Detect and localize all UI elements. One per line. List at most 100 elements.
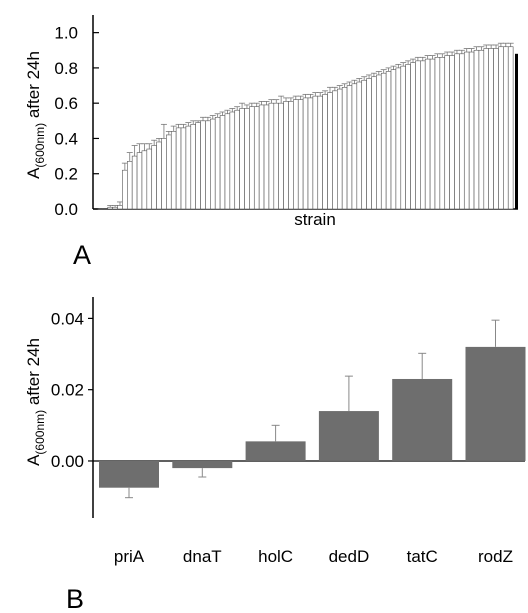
panel-a-bar [415,60,421,210]
panel-a-bar [224,113,231,210]
panel-a-bar [190,124,196,210]
panel-a-bar [258,104,265,210]
panel-a-bar [322,94,328,210]
panel-a-bar [493,48,499,210]
panel-a-bar [195,122,201,210]
panel-b-bar [318,411,379,461]
panel-a-bar [507,46,514,210]
panel-a-bar [200,120,206,210]
panel-a-bar [131,155,138,210]
panel-b-category-label: tatC [407,547,438,566]
panel-b-bar [465,346,526,461]
panel-a-bar [483,48,489,210]
panel-a-bar [307,97,314,210]
panel-a-bar [283,101,289,210]
panel-a-chart: 0.0 0.2 0.4 0.6 0.8 1.0 strain A(600nm) after… [24,15,518,270]
panel-b-category-label: holC [258,547,293,566]
panel-a-bar [371,76,377,210]
panel-a-y-tick-label: 0.4 [54,129,78,148]
panel-a-bar [420,60,426,210]
panel-a-x-label: strain [294,210,336,229]
panel-a-bar [503,46,509,210]
panel-a-bar [395,67,402,210]
panel-a-bar [444,55,450,210]
panel-a-bar [141,150,148,210]
panel-b-bar [172,460,233,469]
panel-b-y-label: A(600nm) after 24h [24,338,47,466]
panel-a-bar [317,95,323,210]
panel-a-bar [312,95,319,210]
panel-a-bar [273,102,279,210]
panel-a-bar [249,106,255,210]
panel-a-bar [136,152,143,210]
panel-a-bar [302,97,309,210]
panel-a-bar [468,51,475,210]
panel-a-bar [478,49,485,210]
panel-b-y-tick-label: 0.00 [51,452,84,471]
panel-a-bar [376,74,382,210]
panel-a-y-label: A(600nm) after 24h [24,51,47,179]
panel-b-bar [245,441,306,461]
panel-a-bar [463,51,470,210]
panel-b-label: B [66,584,84,613]
panel-b-category-label: dedD [329,547,370,566]
panel-a-bar [156,141,162,210]
panel-a-bar [473,49,480,210]
panel-b-bar [99,460,159,488]
panel-a-bar [385,71,392,210]
panel-a-bar [151,145,157,210]
panel-a-bar [356,81,363,210]
panel-a-bar [219,115,226,210]
panel-a-bar [146,148,153,210]
panel-a-bar [185,125,192,210]
panel-a-bar [332,90,338,210]
panel-a-bar [170,131,177,210]
panel-a-bar [454,53,460,210]
panel-a-bar [293,99,299,210]
panel-a-bar [424,58,431,210]
panel-a-bar [117,205,123,210]
panel-a-bar [210,118,216,210]
panel-a-bar [297,99,304,210]
panel-a-bar [239,108,245,210]
panel-a-bar [234,109,240,210]
panel-a-bar [205,120,211,210]
panel-a-bar [229,111,236,210]
panel-a-bar [166,134,172,210]
panel-a-bar [161,138,167,210]
panel-a-bar [439,57,446,210]
panel-a-bar [515,53,518,209]
panel-a-bar [97,208,104,210]
panel-a-bar [107,206,113,210]
panel-a-bar [410,62,416,210]
panel-a-bar [380,72,387,210]
panel-a-label: A [73,240,91,270]
panel-a-bar [366,78,372,210]
panel-a-bar [214,116,221,210]
panel-a-bar [288,101,294,210]
panel-b-y-tick-label: 0.02 [51,381,84,400]
panel-a-bar [175,127,182,210]
panel-a-bar [390,69,397,210]
panel-a-bar [341,87,348,210]
panel-b-category-label: priA [114,547,145,566]
panel-a-bar [449,55,455,210]
panel-a-bar [180,127,187,210]
panel-a-bar [102,208,109,210]
panel-a-bar [337,88,343,210]
panel-a-bar [498,46,504,210]
panel-a-y-tick-label: 0.6 [54,94,78,113]
panel-b-chart: 0.00 0.02 0.04 priA dnaT holC dedD tatC rodZ A(… [24,297,526,613]
panel-a-y-tick-label: 0.8 [54,59,78,78]
panel-a-bar [263,104,270,210]
panel-a-bar [429,58,436,210]
panel-a-bar [405,64,411,210]
panel-a-bar [488,48,494,210]
panel-a-bar [112,206,118,210]
panel-a-y-tick-label: 0.2 [54,165,78,184]
panel-a-bar [327,92,333,210]
panel-a-y-tick-label: 0.0 [54,200,78,219]
panel-a-bar [459,53,465,210]
panel-b-category-label: dnaT [183,547,222,566]
panel-a-bar [268,102,275,210]
